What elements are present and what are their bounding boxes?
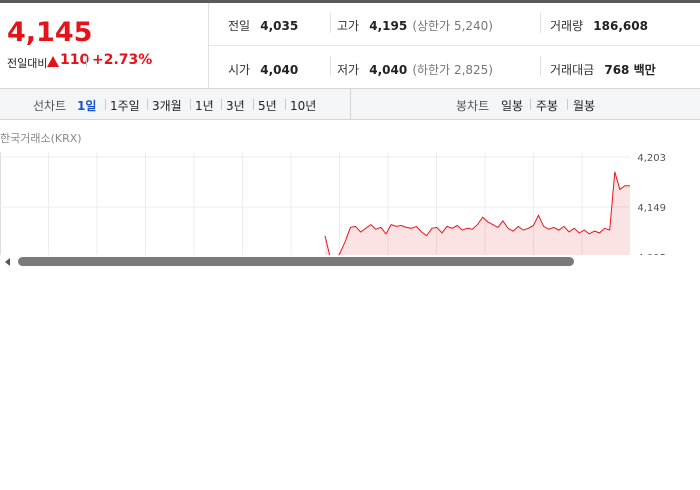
period-tab[interactable]: 10년 — [290, 99, 317, 113]
stat-label: 전일 — [228, 19, 251, 33]
change-label: 전일대비 — [7, 57, 48, 70]
source: 한국거래소(KRX) — [0, 132, 82, 145]
period-tab[interactable]: 일봉 — [501, 99, 524, 113]
quote-panel: 4,145 전일대비 110 +2.73% 전일 4,035 고가 4,195 … — [0, 3, 700, 89]
scroll-thumb[interactable] — [18, 257, 574, 266]
stat: 저가 4,040 (하한가 2,825) — [337, 59, 493, 78]
stat-value: 768 백만 — [604, 63, 656, 77]
tab-separator — [567, 99, 568, 110]
stat-label: 거래대금 — [550, 63, 595, 77]
tab-separator — [105, 99, 106, 110]
tab-separator — [190, 99, 191, 110]
price: 4,145 — [7, 17, 93, 48]
period-tab[interactable]: 주봉 — [536, 99, 559, 113]
stat-value: 186,608 — [593, 19, 648, 33]
col-divider — [330, 13, 331, 33]
stat: 전일 4,035 — [228, 15, 298, 34]
line — [324, 171, 630, 255]
stat-value: 4,040 — [260, 63, 299, 77]
area — [325, 171, 630, 255]
up-icon — [47, 56, 59, 67]
stat-value: 4,035 — [260, 19, 299, 33]
tab-separator — [147, 99, 148, 110]
chart: 4,203 4,149 4,095 — [0, 152, 666, 255]
change: 110 — [60, 52, 90, 68]
period-tab[interactable]: 1년 — [195, 99, 214, 113]
stat: 시가 4,040 — [228, 59, 298, 78]
y-tick-label: 4,149 — [637, 203, 666, 214]
divider — [86, 56, 87, 67]
stat-label: 시가 — [228, 63, 251, 77]
stat: 거래대금 768 백만 — [550, 59, 656, 78]
stat-label: 고가 — [337, 19, 360, 33]
divider — [350, 89, 351, 119]
stat: 거래량 186,608 — [550, 15, 648, 34]
scrollbar[interactable] — [0, 255, 700, 269]
stat-note: (상한가 5,240) — [412, 19, 493, 33]
chart-tabs: 선차트 봉차트 1일 1주일 3개월 1년 3년 5년 10년 일봉 주봉 월봉 — [0, 89, 700, 120]
row-divider — [209, 45, 700, 46]
stat-label: 거래량 — [550, 19, 584, 33]
col-divider — [540, 56, 541, 76]
stat: 고가 4,195 (상한가 5,240) — [337, 15, 493, 34]
period-tab[interactable]: 월봉 — [573, 99, 596, 113]
y-tick-label: 4,095 — [637, 253, 666, 255]
stat-value: 4,040 — [369, 63, 408, 77]
scroll-left[interactable] — [5, 258, 10, 266]
period-tab[interactable]: 1주일 — [110, 99, 140, 113]
period-tab[interactable]: 5년 — [258, 99, 277, 113]
tab-separator — [253, 99, 254, 110]
stat-label: 저가 — [337, 63, 360, 77]
col-divider — [330, 56, 331, 76]
period-tab[interactable]: 3년 — [226, 99, 245, 113]
price-box: 4,145 전일대비 110 +2.73% — [0, 3, 209, 88]
tab-separator — [221, 99, 222, 110]
change-rate: +2.73% — [92, 52, 153, 68]
tab-group-label: 선차트 — [33, 99, 67, 113]
tab-group-label: 봉차트 — [456, 99, 490, 113]
stat-value: 4,195 — [369, 19, 408, 33]
tab-separator — [285, 99, 286, 110]
top-bar — [0, 0, 700, 3]
period-tab[interactable]: 3개월 — [152, 99, 182, 113]
tab-separator — [530, 99, 531, 110]
stat-note: (하한가 2,825) — [412, 63, 493, 77]
y-tick-label: 4,203 — [637, 153, 666, 164]
period-tab[interactable]: 1일 — [77, 99, 97, 113]
col-divider — [540, 13, 541, 33]
